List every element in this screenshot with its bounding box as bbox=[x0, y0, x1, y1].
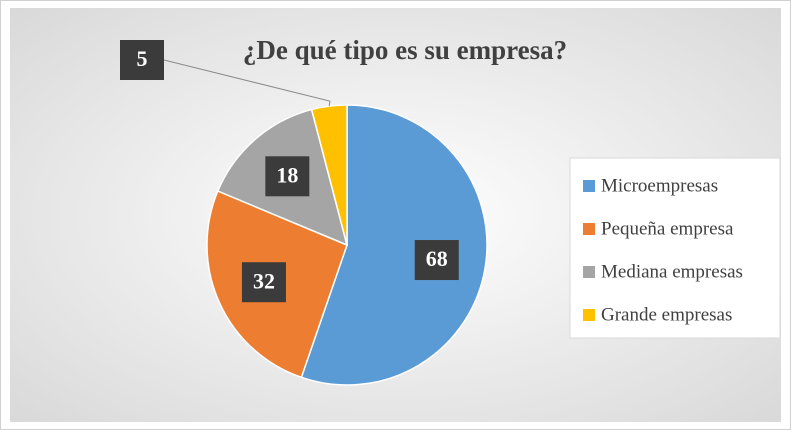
legend-box bbox=[569, 157, 781, 339]
legend-label: Grande empresas bbox=[601, 304, 732, 325]
leader-line bbox=[163, 59, 331, 107]
legend-label: Mediana empresas bbox=[601, 261, 743, 282]
data-label: 5 bbox=[137, 46, 148, 71]
legend-label: Microempresas bbox=[601, 175, 718, 196]
legend-label: Pequeña empresa bbox=[601, 218, 734, 239]
legend-swatch bbox=[583, 309, 595, 321]
legend-swatch bbox=[583, 180, 595, 192]
pie-slice bbox=[300, 104, 488, 386]
data-label-box bbox=[120, 40, 164, 80]
legend-swatch bbox=[583, 223, 595, 235]
data-label: 68 bbox=[426, 246, 448, 271]
data-label: 18 bbox=[276, 162, 298, 187]
data-label: 32 bbox=[253, 268, 275, 293]
data-label-box bbox=[241, 262, 286, 303]
chart-title: ¿De qué tipo es su empresa? bbox=[243, 35, 567, 65]
data-label-box bbox=[414, 240, 459, 281]
legend-swatch bbox=[583, 266, 595, 278]
pie-slice bbox=[310, 104, 348, 246]
data-label-box bbox=[265, 156, 310, 197]
